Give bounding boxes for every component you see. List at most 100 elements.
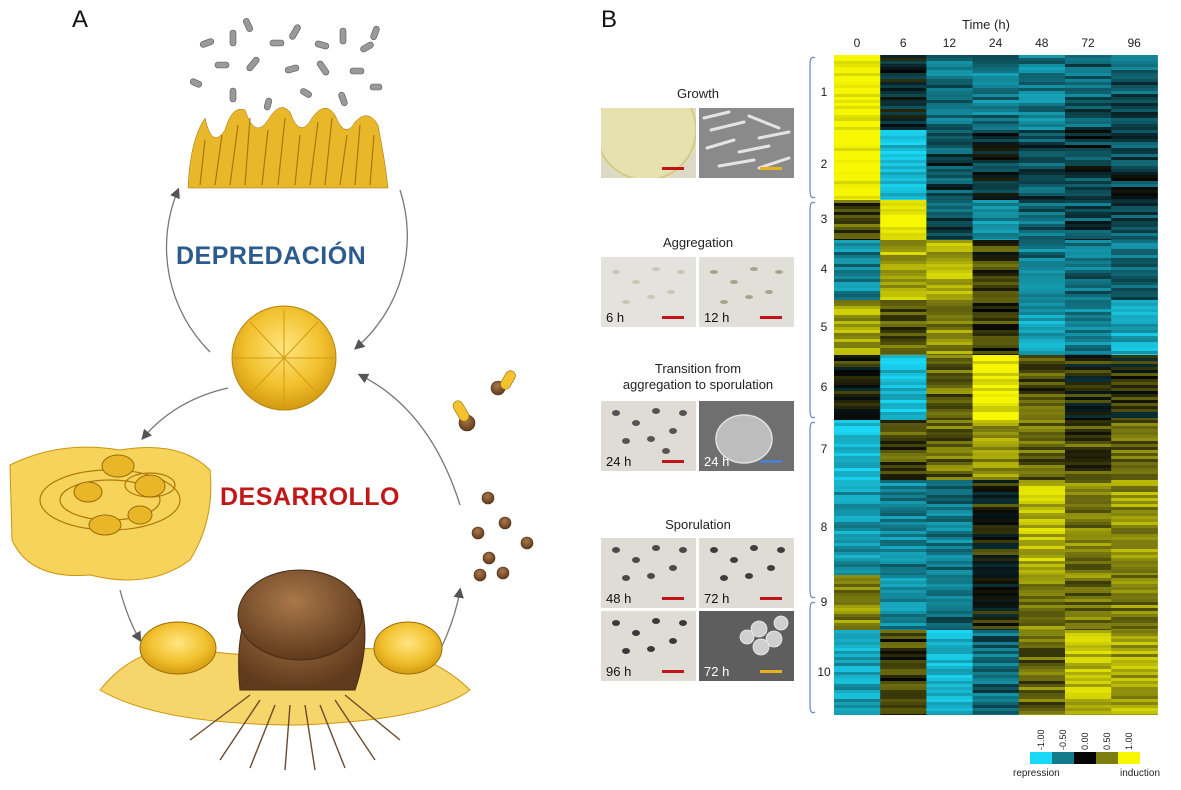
heatmap-cell [972,669,1020,672]
heatmap-cell [880,376,927,379]
heatmap-cell [926,584,974,587]
heatmap-cell [834,351,881,354]
heatmap-cell [834,58,881,61]
heatmap-cell [926,382,974,385]
heatmap-cell [1065,687,1112,690]
thumb-time-label: 24 h [606,454,632,469]
heatmap-cell [1018,193,1066,196]
heatmap-cell [926,459,974,462]
heatmap-cell [880,221,927,224]
stage-title-sporulation: Sporulation [665,517,731,532]
heatmap-cell [1018,218,1066,221]
heatmap-cell [834,645,881,648]
heatmap-cell [1018,684,1066,687]
heatmap-cell [926,620,974,623]
heatmap-cell [834,336,881,339]
heatmap-cell [1111,504,1158,507]
heatmap-cell [880,300,927,303]
heatmap-cell [972,474,1020,477]
panel-a-letter: A [72,6,89,33]
heatmap-cell [880,142,927,145]
heatmap-cell [1065,599,1112,602]
heatmap-cell [1018,300,1066,303]
heatmap-cell [972,444,1020,447]
heatmap-cell [880,549,927,552]
heatmap-cell [926,230,974,233]
heatmap-cell [880,230,927,233]
heatmap-cell [1018,711,1066,714]
heatmap-cell [834,578,881,581]
heatmap-cell [1065,474,1112,477]
heatmap-cell [926,648,974,651]
heatmap-cell [834,382,881,385]
heatmap-cell [1111,426,1158,429]
heatmap-cell [1111,345,1158,348]
heatmap-cell [1111,412,1158,415]
heatmap-cell [1018,501,1066,504]
heatmap-cell [834,573,881,575]
heatmap-cell [1111,555,1158,558]
heatmap-cell [972,294,1020,297]
heatmap-cell [880,678,927,681]
heatmap-cell [1111,118,1158,121]
heatmap-cell [926,630,974,633]
heatmap-cell [1018,450,1066,453]
heatmap-column-label: 6 [899,36,907,50]
heatmap-cell [1065,537,1112,540]
heatmap-cell [972,657,1020,660]
heatmap-cell [834,657,881,660]
heatmap-cell [1111,358,1158,361]
heatmap-cell [926,564,974,567]
heatmap-cell [1018,564,1066,567]
heatmap-cell [972,196,1020,199]
heatmap-cell [1065,318,1112,321]
heatmap-cell [1018,531,1066,534]
heatmap-cell [1111,221,1158,224]
heatmap-cell [1018,55,1066,58]
heatmap-cell [972,221,1020,224]
heatmap-cell [1065,285,1112,288]
heatmap-cell [1018,136,1066,139]
heatmap-cell [880,501,927,504]
heatmap-cell [926,67,974,70]
heatmap-cell [834,584,881,587]
heatmap-cell [972,388,1020,391]
heatmap-cell [1111,309,1158,312]
heatmap-cell [880,103,927,106]
heatmap-cell [926,196,974,199]
heatmap-cell [1065,531,1112,534]
heatmap-cell [926,288,974,291]
heatmap-cell [880,552,927,555]
heatmap-cell [880,642,927,645]
heatmap-cell [972,209,1020,212]
heatmap-cell [1111,675,1158,678]
heatmap-cell [1111,666,1158,669]
heatmap-cell [880,456,927,459]
heatmap-cell [880,58,927,61]
heatmap-cell [1111,243,1158,246]
heatmap-cell [1111,444,1158,447]
heatmap-cell [972,184,1020,187]
heatmap-cell [1065,382,1112,385]
heatmap-cell [1111,136,1158,139]
heatmap-cell [834,599,881,602]
heatmap-cell [834,85,881,88]
heatmap-cell [1065,570,1112,573]
heatmap-cell [926,663,974,666]
heatmap-cell [972,525,1020,528]
heatmap-cell [834,465,881,468]
heatmap-cell [1111,297,1158,300]
heatmap-cell [926,498,974,501]
heatmap-cell [972,88,1020,91]
scale-bar [760,460,782,463]
heatmap-cell [972,224,1020,227]
heatmap-cell [1018,297,1066,300]
heatmap-cell [926,696,974,699]
heatmap-cell [926,255,974,258]
heatmap-cell [1111,423,1158,426]
heatmap-cell [1111,61,1158,64]
heatmap-cell [834,169,881,172]
heatmap-cell [1111,614,1158,617]
heatmap-cell [834,264,881,267]
heatmap-cell [880,199,927,200]
